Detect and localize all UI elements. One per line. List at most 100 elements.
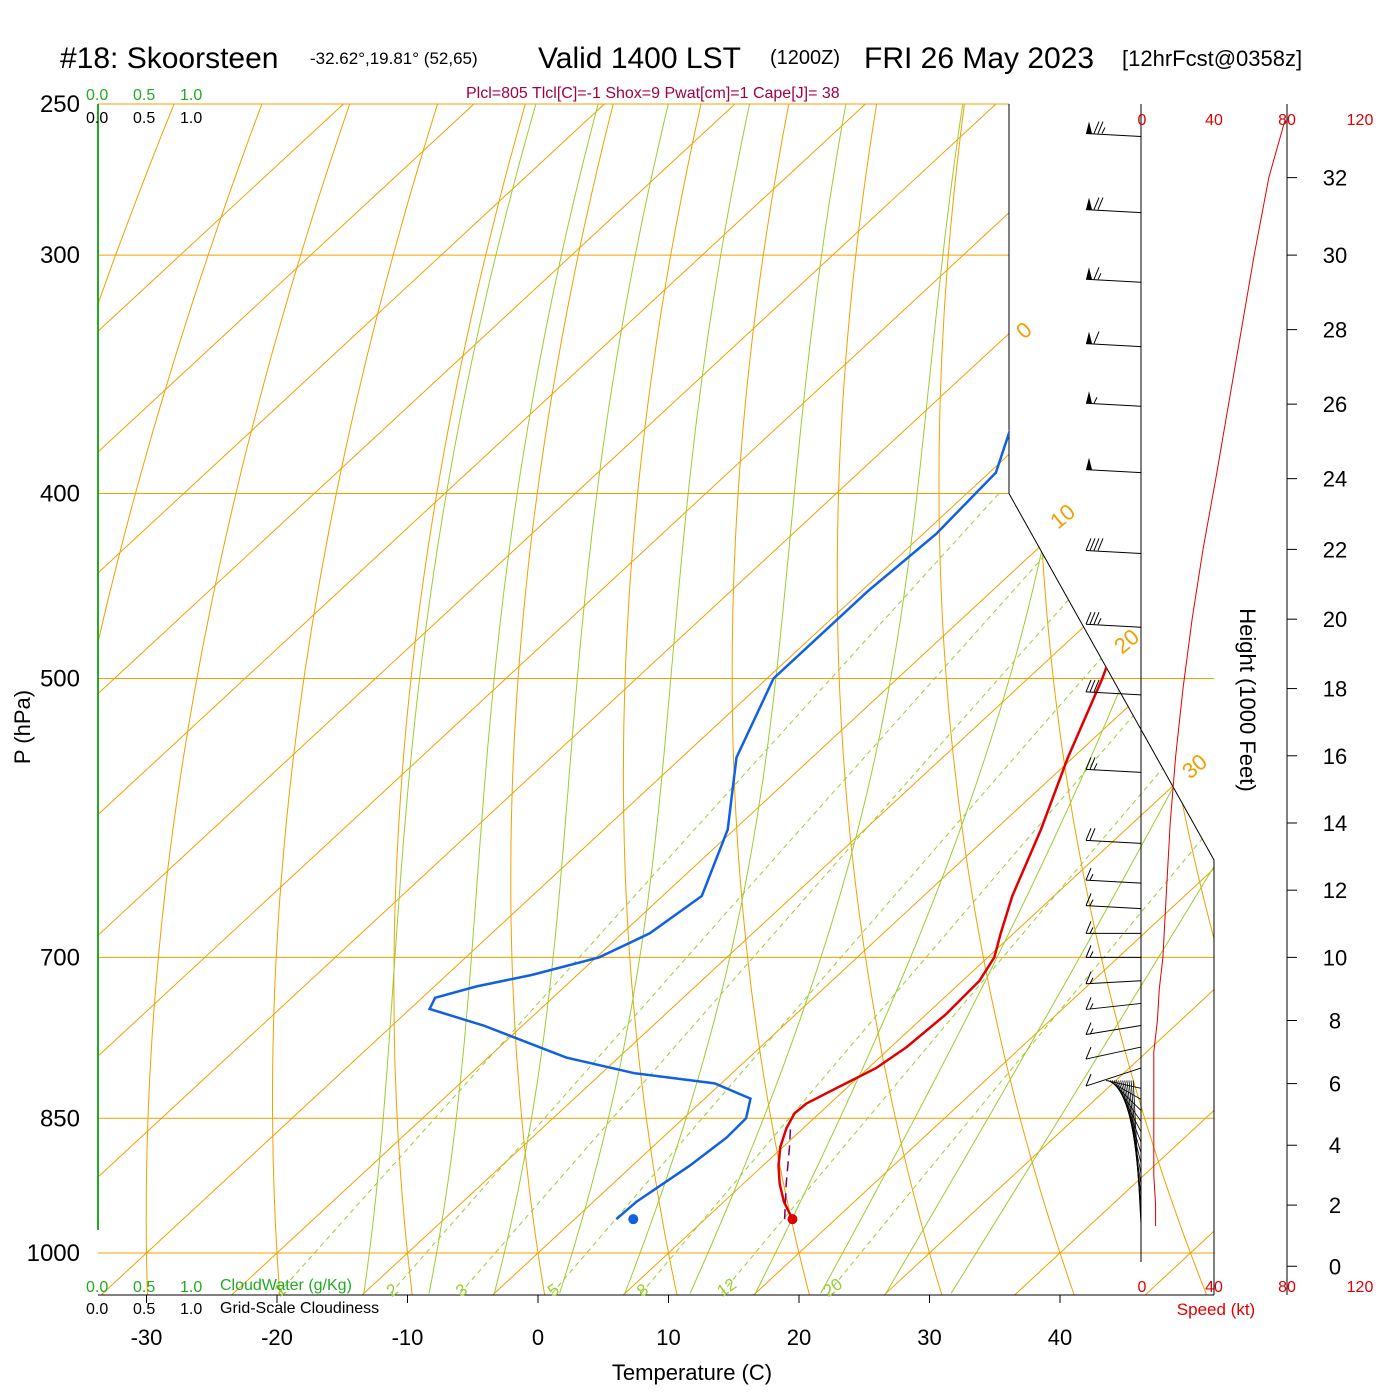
wind-barb (1085, 879, 1142, 884)
isotherm-line (98, 104, 1214, 1295)
wind-barb-feathers (1086, 457, 1092, 470)
cloud-top-tick-2: 1.0 (180, 110, 202, 127)
dry-adiabat-line (731, 104, 897, 1295)
full-barb (1085, 828, 1092, 841)
full-barb (1093, 267, 1100, 280)
full-barb (1093, 538, 1100, 551)
plot-frame (97, 104, 1215, 1303)
height-tick-label: 24 (1323, 467, 1347, 492)
wind-barb-feathers (1085, 828, 1096, 841)
moist-adiabat-line (885, 104, 1214, 1294)
cw-top-tick-2: 1.0 (180, 87, 202, 104)
speed-top-tick-0: 0 (1138, 112, 1147, 129)
wind-barb-feathers (1085, 893, 1094, 906)
half-barb (1089, 1003, 1094, 1010)
isotherm-line (98, 104, 1193, 1295)
speed-bottom-tick-2: 80 (1278, 1279, 1296, 1296)
full-barb (1097, 121, 1104, 134)
wind-barb-feathers (1085, 921, 1094, 934)
mixing-ratio-lines (278, 493, 1214, 1294)
isotherms (98, 104, 1214, 1295)
isotherm-line (98, 104, 932, 1295)
wind-barb (1085, 278, 1142, 283)
isotherm-line (191, 104, 1214, 1295)
pressure-tick-label: 300 (40, 242, 80, 269)
temp-tick-label: 40 (1048, 1325, 1072, 1350)
wind-barb-feathers (1086, 391, 1098, 404)
half-barb (1089, 899, 1094, 906)
full-barb (1093, 679, 1100, 693)
dry-adiabat-label: 10 (1045, 499, 1080, 534)
height-tick-label: 32 (1323, 166, 1347, 191)
temp-tick-label: 0 (532, 1325, 544, 1350)
surface-temp-dot (787, 1214, 798, 1225)
mixing-ratio-line (278, 493, 1000, 1294)
full-barb (1089, 612, 1096, 625)
wind-barb (1085, 1046, 1142, 1060)
wind-barb-feathers (1085, 1073, 1092, 1087)
temp-tick-label: -10 (392, 1325, 424, 1350)
isotherm-line (974, 104, 1214, 1295)
pressure-tick-label: 400 (40, 481, 80, 508)
mixing-ratio-line (640, 493, 1214, 1294)
profiles (427, 135, 1214, 1225)
temp-tick-label: -20 (261, 1325, 293, 1350)
full-barb (1085, 997, 1092, 1010)
wind-barb-feathers (1086, 331, 1100, 344)
temp-tick-label: -30 (131, 1325, 163, 1350)
dry-adiabat-line (836, 104, 973, 1295)
dry-adiabat-label: 0 (1011, 317, 1036, 344)
pennant (1086, 121, 1092, 134)
full-barb (1085, 757, 1092, 770)
wind-barb (1085, 133, 1142, 138)
cw-bottom-tick-2: 1.0 (180, 1279, 202, 1296)
half-barb (1089, 977, 1094, 984)
isotherm-line (98, 104, 1214, 1295)
wind-barb (1085, 1002, 1142, 1010)
temp-tick-label: 30 (917, 1325, 941, 1350)
isotherm-line (98, 104, 1214, 1295)
full-barb (1085, 921, 1092, 934)
cloudwater-label: CloudWater (g/Kg) (220, 1277, 352, 1294)
height-tick-label: 26 (1323, 392, 1347, 417)
isotherm-line (452, 104, 1214, 1295)
moist-adiabat-line (820, 104, 1214, 1294)
low-level-barb (1105, 1080, 1142, 1089)
dry-adiabat-line (1036, 104, 1214, 1295)
moist-adiabat-line (559, 104, 795, 1294)
mixing-ratio-label: 3 (452, 1280, 471, 1301)
half-barb (1101, 127, 1106, 134)
full-barb (1085, 679, 1092, 693)
moist-adiabat-line (428, 104, 653, 1294)
dry-adiabat-line (272, 104, 594, 1295)
speed-top-tick-1: 40 (1205, 112, 1223, 129)
pennant (1086, 391, 1092, 404)
wind-barb (1085, 839, 1142, 844)
wind-barb-feathers (1085, 971, 1094, 984)
wind-barb (1085, 905, 1142, 910)
full-barb (1089, 679, 1096, 693)
dry-adiabat-line (1316, 0, 1400, 1332)
pennant (1086, 197, 1092, 210)
cloud-bottom-tick-2: 1.0 (180, 1301, 202, 1318)
full-barb (1093, 121, 1100, 134)
mixing-ratio-label: 5 (544, 1280, 563, 1301)
full-barb (1093, 331, 1100, 344)
cloud-top-tick-1: 0.5 (133, 110, 155, 127)
half-barb (1089, 951, 1094, 958)
isotherm-line (98, 104, 1063, 1295)
mixing-ratio-line (459, 493, 1164, 1294)
isotherm-line (98, 104, 1214, 1295)
height-tick-label: 0 (1329, 1254, 1341, 1279)
temp-tick-label: 10 (656, 1325, 680, 1350)
height-tick-label: 4 (1329, 1133, 1341, 1158)
height-tick-label: 12 (1323, 878, 1347, 903)
forecast-info: [12hrFcst@0358z] (1122, 46, 1302, 71)
wind-barb (1085, 1067, 1142, 1087)
full-barb (1097, 538, 1104, 551)
wind-barb-feathers (1086, 197, 1104, 210)
full-barb (1085, 538, 1092, 551)
